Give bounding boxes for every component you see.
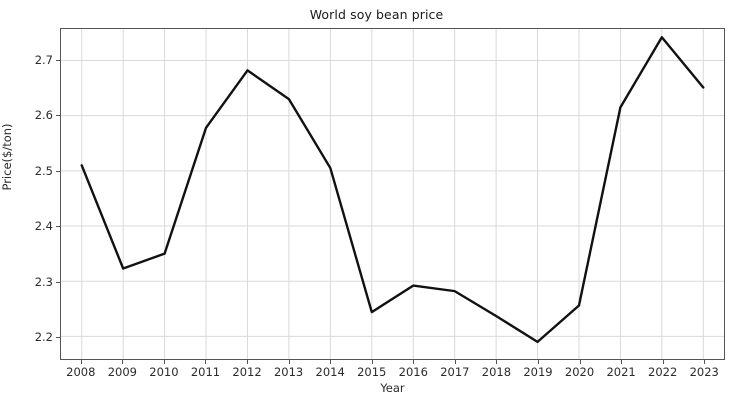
x-axis-tick-mark [413,360,415,364]
y-axis-tick-labels: 2.2 2.3 2.4 2.5 2.6 2.7 [0,0,53,401]
x-axis-tick-mark [247,360,249,364]
price-line-series [80,36,705,344]
x-axis-tick-label: 2019 [523,365,553,379]
x-axis-tick-label: 2008 [66,365,96,379]
grid-lines [61,29,724,359]
x-axis-tick-label: 2017 [440,365,470,379]
y-axis-tick-label: 2.6 [34,108,53,123]
x-axis-tick-mark [205,360,207,364]
plot-area [60,28,725,360]
y-axis-tick-mark [56,281,60,283]
chart-title: World soy bean price [309,7,444,22]
price-polyline [80,36,705,344]
x-axis-tick-mark [662,360,664,364]
x-axis-tick-mark [537,360,539,364]
y-axis-tick-label: 2.3 [34,274,53,289]
x-axis-tick-label: 2021 [606,365,636,379]
x-axis-tick-label: 2009 [107,365,137,379]
y-axis-tick-label: 2.5 [34,163,53,178]
x-axis-tick-mark [704,360,706,364]
x-axis-tick-mark [288,360,290,364]
x-axis-tick-mark [454,360,456,364]
x-axis-tick-label: 2013 [273,365,304,379]
x-axis-tick-mark [579,360,581,364]
x-axis-tick-mark [496,360,498,364]
x-axis-tick-mark [371,360,373,364]
x-axis-tick-label: 2022 [648,365,678,379]
y-axis-tick-mark [56,115,60,117]
x-axis-tick-label: 2023 [689,365,719,379]
x-axis-label: Year [380,381,405,395]
x-axis-tick-label: 2015 [357,365,387,379]
x-axis-tick-label: 2012 [232,365,262,379]
y-axis-tick-mark [56,337,60,339]
y-axis-tick-mark [56,59,60,61]
y-axis-tick-label: 2.2 [34,330,53,345]
x-axis-tick-label: 2011 [190,365,221,379]
x-axis-tick-mark [330,360,332,364]
y-axis-tick-mark [56,170,60,172]
x-axis-tick-label: 2014 [315,365,345,379]
x-axis-tick-mark [122,360,124,364]
y-axis-tick-label: 2.7 [34,52,53,67]
x-axis-tick-mark [621,360,623,364]
x-axis-tick-label: 2020 [564,365,595,379]
y-axis-tick-mark [56,226,60,228]
x-axis-tick-label: 2010 [149,365,179,379]
y-axis-tick-label: 2.4 [34,219,53,234]
x-axis-tick-label: 2016 [398,365,428,379]
x-axis-tick-label: 2018 [481,365,512,379]
x-axis-tick-mark [80,360,82,364]
x-axis-tick-mark [163,360,165,364]
